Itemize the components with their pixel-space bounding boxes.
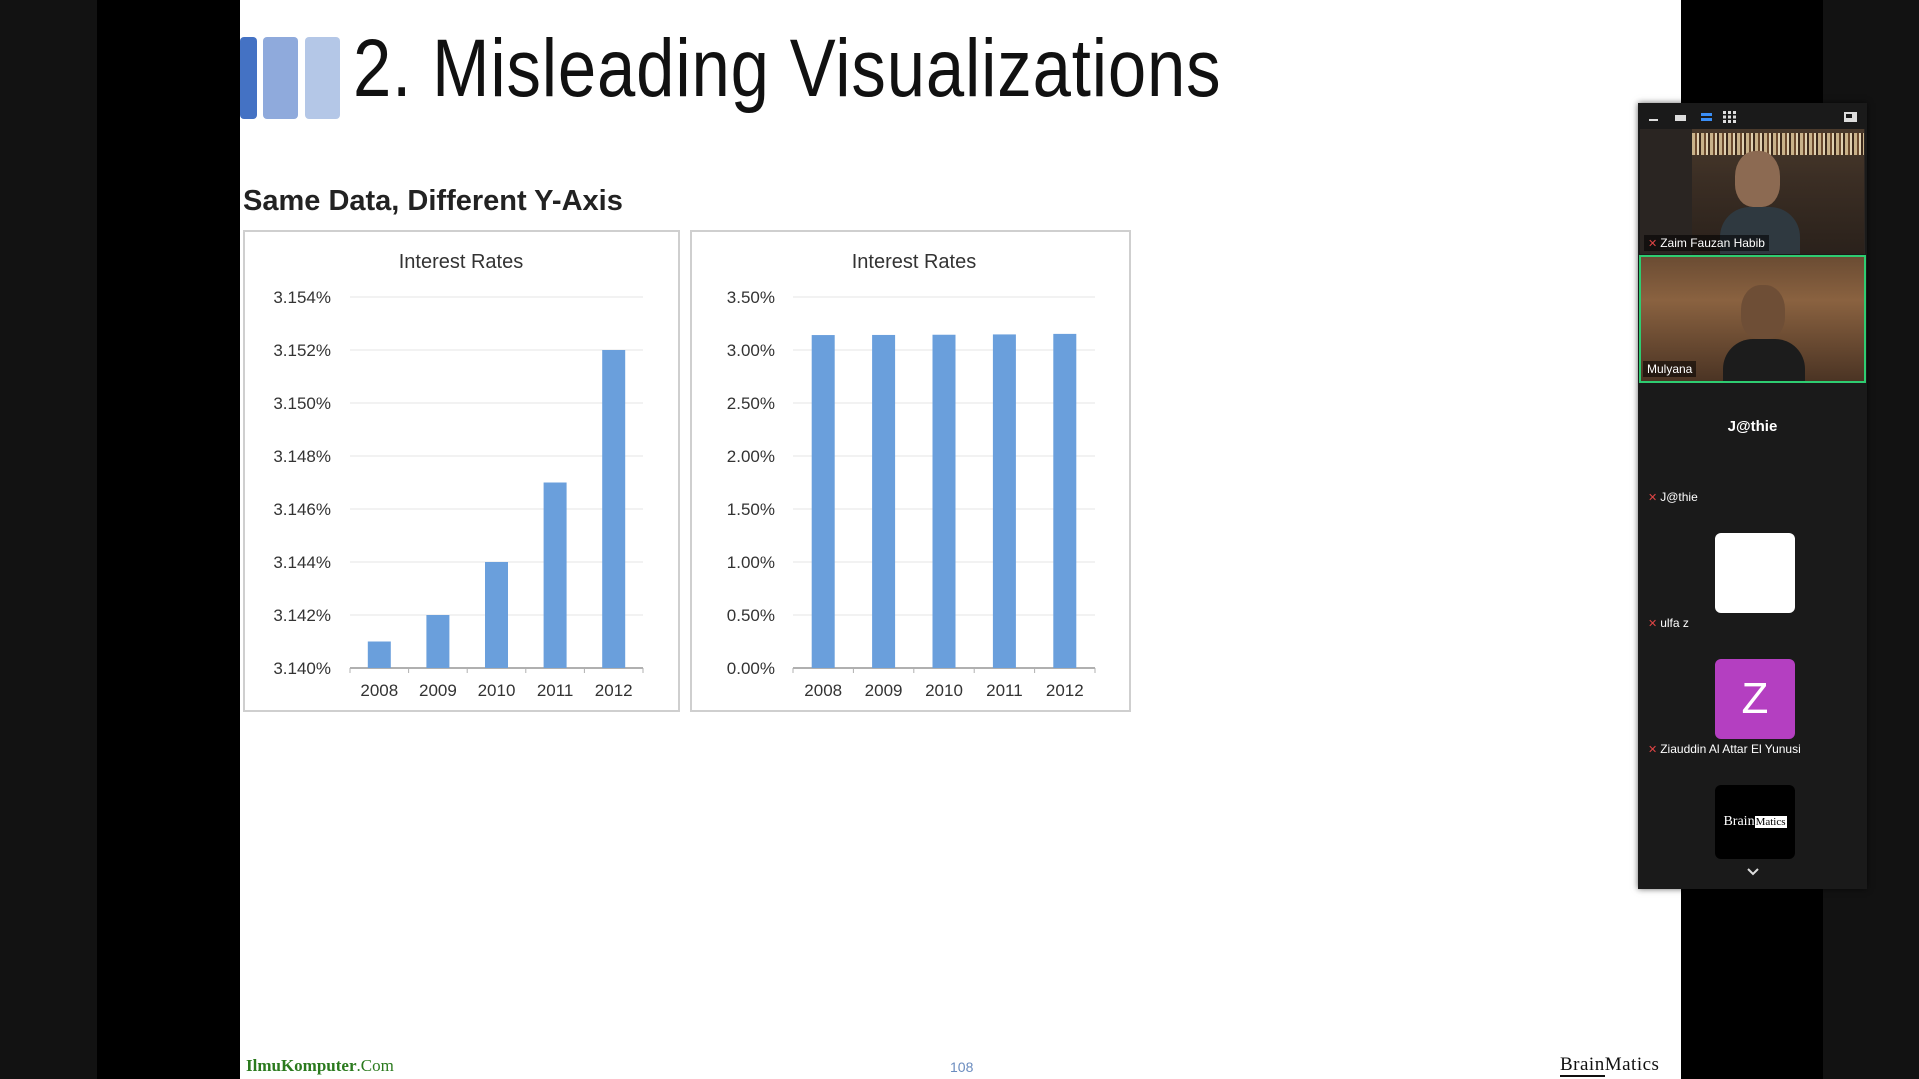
participant-name-tag-4: ✕ ulfa z: [1644, 615, 1693, 631]
bar: [602, 350, 626, 668]
participant-avatar-4: [1715, 533, 1795, 613]
chart-box-zoomed-axis: Interest Rates 3.140% 3.142% 3.144% 3.146% 3.…: [243, 230, 680, 712]
x-tick-label: 2012: [1046, 681, 1084, 700]
bar: [1053, 333, 1077, 668]
participant-display-name-3: J@thie: [1727, 418, 1778, 435]
footer-brainmatics-logo: BrainMatics: [1560, 1054, 1660, 1077]
footer-site-main: IlmuKomputer: [246, 1056, 357, 1075]
participant-body-2: [1723, 339, 1805, 381]
footer-site-logo: IlmuKomputer.Com: [246, 1056, 394, 1076]
bar: [872, 334, 896, 668]
bar: [932, 334, 956, 668]
participant-tile-2-active[interactable]: Mulyana: [1639, 255, 1866, 383]
y-tick-label: 3.50%: [727, 288, 775, 307]
y-tick-label: 3.148%: [273, 447, 331, 466]
participant-name-1: Zaim Fauzan Habib: [1660, 236, 1765, 250]
participant-tile-3[interactable]: J@thie ✕ J@thie: [1640, 385, 1865, 509]
participant-tile-1[interactable]: ✕ Zaim Fauzan Habib: [1640, 129, 1865, 254]
participant-head-1: [1735, 151, 1780, 207]
bar: [543, 482, 567, 668]
participant-tile-6[interactable]: BrainMatics: [1640, 763, 1865, 859]
y-tick-label: 1.00%: [727, 553, 775, 572]
speaker-view-icon[interactable]: [1700, 111, 1713, 123]
bar: [811, 335, 835, 668]
x-tick-label: 2012: [595, 681, 633, 700]
chart-full-axis: Interest Rates 0.00% 0.50% 1.00% 1.50% 2.00% 2…: [727, 251, 1096, 700]
slide-page-number: 108: [950, 1059, 974, 1075]
x-tick-label: 2009: [419, 681, 457, 700]
y-tick-label: 3.00%: [727, 341, 775, 360]
participant-name-2: Mulyana: [1647, 362, 1693, 376]
bar: [367, 641, 391, 668]
chart-title: Interest Rates: [852, 251, 977, 273]
participant-name-4: ulfa z: [1660, 616, 1689, 630]
chart-title: Interest Rates: [399, 251, 524, 273]
zoom-participant-panel: ✕ Zaim Fauzan Habib Mulyana J@thie ✕ J@thi…: [1638, 103, 1867, 889]
participant-avatar-6: BrainMatics: [1715, 785, 1795, 859]
x-tick-label: 2009: [865, 681, 903, 700]
participant-head-2: [1741, 285, 1785, 339]
exit-fullscreen-icon[interactable]: [1844, 111, 1857, 123]
bar: [485, 562, 508, 668]
brainmatics-logo-matics: Matics: [1754, 816, 1787, 828]
muted-mic-icon: ✕: [1648, 744, 1658, 756]
title-accent-bar-2: [263, 37, 298, 119]
muted-mic-icon: ✕: [1648, 238, 1658, 250]
chart-zoomed-axis: Interest Rates 3.140% 3.142% 3.144% 3.146% 3.…: [273, 251, 644, 700]
y-tick-label: 3.144%: [273, 553, 331, 572]
muted-mic-icon: ✕: [1648, 618, 1658, 630]
x-tick-label: 2011: [986, 681, 1023, 700]
title-accent-bar-3: [305, 37, 340, 119]
y-tick-label: 3.146%: [273, 500, 331, 519]
participant-name-tag-1: ✕ Zaim Fauzan Habib: [1644, 235, 1769, 251]
x-tick-label: 2010: [478, 681, 516, 700]
y-tick-label: 3.150%: [273, 394, 331, 413]
participant-name-3: J@thie: [1660, 490, 1698, 504]
bookshelf-background: [1692, 133, 1864, 155]
minimize-icon[interactable]: [1647, 111, 1660, 123]
participant-name-tag-3: ✕ J@thie: [1644, 489, 1702, 505]
participant-name-tag-5: ✕ Ziauddin Al Attar El Yunusi: [1644, 741, 1805, 757]
chevron-down-icon[interactable]: [1746, 867, 1760, 877]
x-tick-label: 2010: [925, 681, 963, 700]
brainmatics-logo-brain: Brain: [1723, 814, 1755, 829]
zoom-toolbar: [1638, 103, 1867, 131]
x-tick-label: 2008: [804, 681, 842, 700]
slide-title: 2. Misleading Visualizations: [353, 23, 1222, 114]
y-tick-label: 3.140%: [273, 659, 331, 678]
slide-subtitle: Same Data, Different Y-Axis: [243, 185, 623, 217]
y-tick-label: 3.152%: [273, 341, 331, 360]
presentation-slide: 2. Misleading Visualizations Same Data, …: [240, 0, 1681, 1079]
footer-logo-brain: Brain: [1560, 1054, 1605, 1077]
x-tick-label: 2011: [537, 681, 574, 700]
y-tick-label: 0.00%: [727, 659, 775, 678]
window-icon[interactable]: [1674, 111, 1687, 123]
y-tick-label: 2.00%: [727, 447, 775, 466]
x-tick-label: 2008: [360, 681, 398, 700]
chart-box-full-axis: Interest Rates 0.00% 0.50% 1.00% 1.50% 2.00% 2…: [690, 230, 1131, 712]
participant-name-tag-2: Mulyana: [1643, 361, 1697, 377]
y-tick-label: 2.50%: [727, 394, 775, 413]
footer-site-domain: .Com: [356, 1056, 394, 1075]
footer-logo-matics: Matics: [1604, 1054, 1660, 1075]
participant-tile-4[interactable]: ✕ ulfa z: [1640, 511, 1865, 635]
bar: [426, 615, 450, 668]
participant-tile-5[interactable]: Z ✕ Ziauddin Al Attar El Yunusi: [1640, 637, 1865, 761]
y-tick-label: 0.50%: [727, 606, 775, 625]
y-tick-label: 3.142%: [273, 606, 331, 625]
y-tick-label: 3.154%: [273, 288, 331, 307]
muted-mic-icon: ✕: [1648, 492, 1658, 504]
left-black-bar: [0, 0, 97, 1079]
title-accent-bar-1: [240, 37, 257, 119]
gallery-view-icon[interactable]: [1723, 111, 1736, 123]
participant-avatar-5: Z: [1715, 659, 1795, 739]
y-tick-label: 1.50%: [727, 500, 775, 519]
bar: [992, 334, 1016, 668]
participant-name-5: Ziauddin Al Attar El Yunusi: [1660, 742, 1801, 756]
